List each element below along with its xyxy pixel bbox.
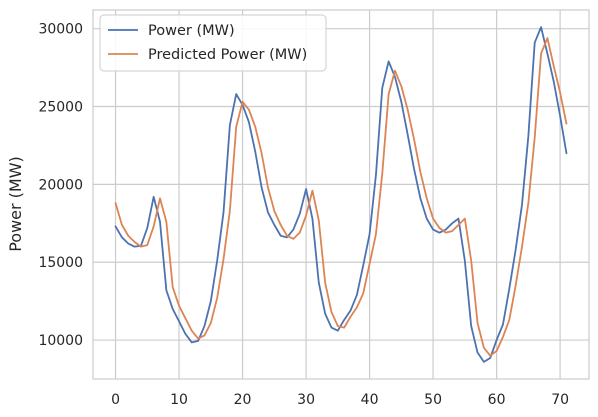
x-tick-label: 10 xyxy=(170,392,188,408)
x-tick-label: 30 xyxy=(297,392,315,408)
x-tick-label: 0 xyxy=(111,392,120,408)
y-tick-label: 30000 xyxy=(38,22,83,38)
legend-label-2: Predicted Power (MW) xyxy=(148,47,307,63)
legend-label-1: Power (MW) xyxy=(148,23,235,39)
y-tick-label: 20000 xyxy=(38,177,83,193)
x-tick-label: 50 xyxy=(424,392,442,408)
y-axis-title: Power (MW) xyxy=(6,156,25,252)
x-tick-label: 40 xyxy=(361,392,379,408)
y-tick-label: 25000 xyxy=(38,100,83,116)
y-tick-label: 15000 xyxy=(38,255,83,271)
x-tick-label: 60 xyxy=(488,392,506,408)
x-tick-label: 20 xyxy=(234,392,252,408)
y-tick-label: 10000 xyxy=(38,333,83,349)
x-tick-label: 70 xyxy=(551,392,569,408)
legend: Power (MW) Predicted Power (MW) xyxy=(100,15,326,71)
